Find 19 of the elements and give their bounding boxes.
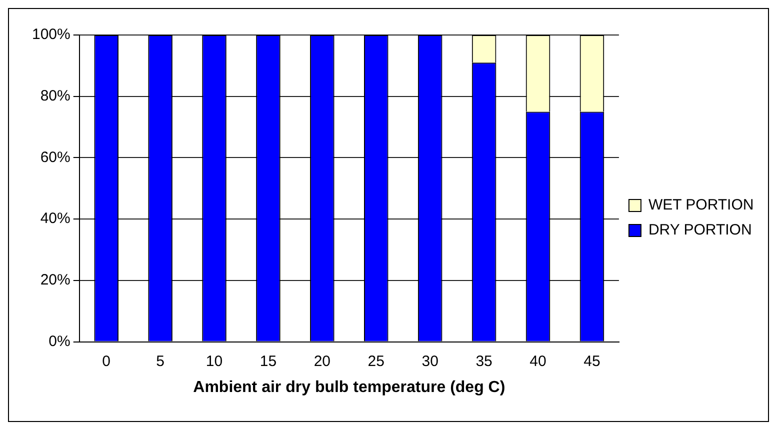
y-tick-label: 100% bbox=[32, 26, 70, 44]
x-tick-label: 45 bbox=[584, 352, 600, 370]
y-tick-label: 80% bbox=[40, 88, 70, 104]
x-tick-label: 40 bbox=[530, 352, 546, 370]
y-tick-label: 40% bbox=[40, 210, 70, 228]
x-tick-label: 30 bbox=[422, 352, 438, 370]
legend-label: DRY PORTION bbox=[648, 222, 752, 239]
y-tick-label: 60% bbox=[40, 148, 70, 166]
x-tick-label: 10 bbox=[206, 352, 223, 370]
x-tick-label: 35 bbox=[476, 352, 492, 370]
x-axis-title: Ambient air dry bulb temperature (deg C) bbox=[193, 378, 506, 396]
y-tick-label: 20% bbox=[40, 272, 70, 289]
x-tick-label: 5 bbox=[156, 352, 164, 370]
legend-label: WET PORTION bbox=[648, 196, 754, 214]
y-tick-label: 0% bbox=[48, 332, 70, 350]
x-tick-label: 25 bbox=[368, 352, 384, 370]
x-tick-label: 0 bbox=[102, 352, 111, 370]
x-tick-label: 15 bbox=[260, 352, 277, 370]
x-tick-label: 20 bbox=[314, 352, 331, 370]
